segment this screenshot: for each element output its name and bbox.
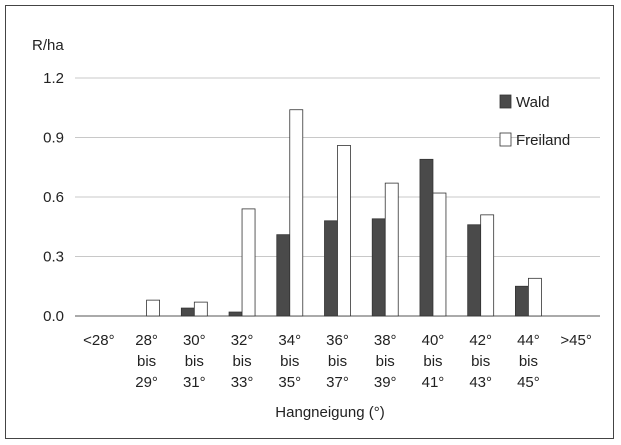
x-tick-label: bis: [280, 353, 299, 370]
bar-freiland: [289, 109, 304, 317]
bar-freiland: [337, 145, 351, 317]
x-axis-label: Hangneigung (°): [275, 404, 384, 421]
bar-freiland: [384, 182, 399, 317]
legend-swatch-freiland: [499, 132, 512, 147]
x-tick-label: 37°: [326, 374, 349, 391]
chart-frame: [5, 5, 614, 439]
legend-label-wald: Wald: [516, 94, 550, 111]
bar-wald: [324, 220, 338, 317]
x-tick-label: 31°: [183, 374, 206, 391]
x-tick-label: >45°: [560, 332, 591, 349]
x-tick-label: bis: [471, 353, 490, 370]
x-tick-label: 35°: [278, 374, 301, 391]
x-tick-label: 39°: [374, 374, 397, 391]
x-tick-label: 43°: [469, 374, 492, 391]
y-tick-label: 0.6: [43, 189, 64, 206]
x-tick-label: bis: [232, 353, 251, 370]
y-tick-label: 0.0: [43, 308, 64, 325]
bar-freiland: [241, 208, 256, 317]
bar-wald: [371, 218, 386, 317]
y-tick-label: 0.3: [43, 249, 64, 266]
bar-freiland: [146, 299, 160, 317]
x-tick-label: 41°: [422, 374, 445, 391]
bars: [146, 109, 542, 317]
legend-swatch-wald: [499, 94, 512, 109]
legend: Wald Freiland: [499, 94, 570, 149]
x-tick-label: 34°: [278, 332, 301, 349]
bar-wald: [276, 234, 291, 317]
x-tick-label: 28°: [135, 332, 158, 349]
y-tick-label: 0.9: [43, 130, 64, 147]
x-tick-label: 40°: [422, 332, 445, 349]
x-tick-label: 30°: [183, 332, 206, 349]
y-axis-label: R/ha: [32, 37, 64, 54]
x-tick-label: 45°: [517, 374, 540, 391]
x-tick-label: 36°: [326, 332, 349, 349]
x-tick-label: 33°: [231, 374, 254, 391]
x-tick-label: bis: [328, 353, 347, 370]
bar-freiland: [193, 301, 208, 317]
bar-freiland: [432, 192, 447, 317]
x-tick-label: bis: [376, 353, 395, 370]
bar-wald: [515, 285, 529, 317]
y-tick-label: 1.2: [43, 70, 64, 87]
x-tick-label: 32°: [231, 332, 254, 349]
x-tick-label: bis: [423, 353, 442, 370]
y-axis-ticks: 0.0 0.3 0.6 0.9 1.2: [43, 70, 64, 325]
x-tick-label: 44°: [517, 332, 540, 349]
bar-freiland: [480, 214, 495, 317]
x-tick-label: bis: [137, 353, 156, 370]
bar-wald: [228, 311, 243, 317]
bar-wald: [467, 224, 482, 317]
bar-freiland: [528, 277, 542, 317]
x-tick-label: 29°: [135, 374, 158, 391]
x-tick-label: <28°: [83, 332, 114, 349]
legend-label-freiland: Freiland: [516, 132, 570, 149]
x-tick-label: bis: [185, 353, 204, 370]
bar-wald: [419, 158, 434, 317]
x-axis-ticks: <28° 28° bis 29° 30° bis 31° 32° bis 33° 34° bis 35°…: [83, 332, 592, 391]
bar-wald: [180, 307, 195, 317]
x-tick-label: 38°: [374, 332, 397, 349]
x-tick-label: 42°: [469, 332, 492, 349]
x-tick-label: bis: [519, 353, 538, 370]
